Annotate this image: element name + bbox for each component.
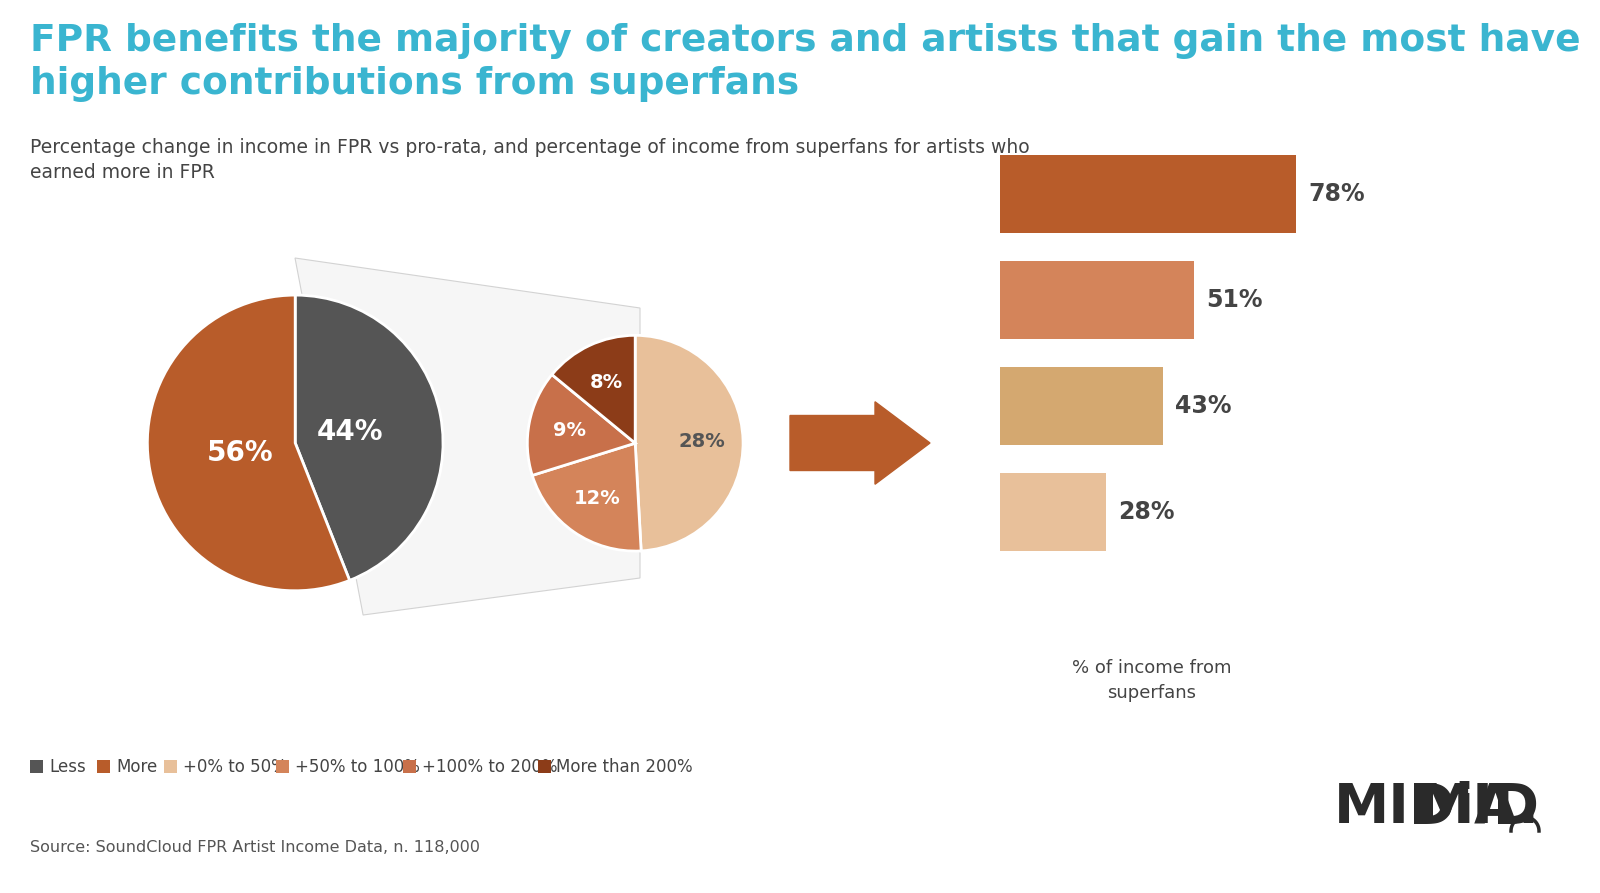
FancyArrow shape <box>790 402 930 484</box>
Bar <box>1000 261 1194 339</box>
Bar <box>98 760 110 773</box>
Wedge shape <box>635 336 742 551</box>
Text: 78%: 78% <box>1309 182 1365 206</box>
Text: MID: MID <box>1418 781 1539 835</box>
Bar <box>538 760 550 773</box>
Text: 43%: 43% <box>1176 394 1232 418</box>
Text: % of income from
superfans: % of income from superfans <box>1072 659 1232 702</box>
Wedge shape <box>552 336 635 443</box>
Text: MIDiA.: MIDiA. <box>1334 781 1539 835</box>
Bar <box>1000 155 1296 233</box>
Bar <box>30 760 43 773</box>
Wedge shape <box>147 295 350 591</box>
Text: Percentage change in income in FPR vs pro-rata, and percentage of income from su: Percentage change in income in FPR vs pr… <box>30 138 1030 182</box>
Text: 44%: 44% <box>317 419 384 446</box>
Text: 28%: 28% <box>1118 500 1174 524</box>
Bar <box>165 760 178 773</box>
Text: More than 200%: More than 200% <box>557 757 693 775</box>
Text: +0% to 50%: +0% to 50% <box>182 757 286 775</box>
Text: More: More <box>115 757 157 775</box>
Text: 8%: 8% <box>590 373 624 392</box>
Text: Source: SoundCloud FPR Artist Income Data, n. 118,000: Source: SoundCloud FPR Artist Income Dat… <box>30 840 480 855</box>
Text: 51%: 51% <box>1206 288 1262 312</box>
Text: 28%: 28% <box>678 432 725 451</box>
Text: 56%: 56% <box>206 439 274 467</box>
Text: 9%: 9% <box>554 421 586 440</box>
Text: 12%: 12% <box>574 488 621 507</box>
Bar <box>403 760 416 773</box>
Wedge shape <box>528 375 635 475</box>
Polygon shape <box>294 258 640 615</box>
Bar <box>1000 367 1163 445</box>
Wedge shape <box>533 443 642 551</box>
Bar <box>1000 473 1107 551</box>
Text: +50% to 100%: +50% to 100% <box>294 757 419 775</box>
Bar <box>277 760 290 773</box>
Text: Less: Less <box>50 757 86 775</box>
Text: FPR benefits the majority of creators and artists that gain the most have
higher: FPR benefits the majority of creators an… <box>30 23 1581 102</box>
Text: +100% to 200%: +100% to 200% <box>422 757 557 775</box>
Wedge shape <box>294 295 443 580</box>
